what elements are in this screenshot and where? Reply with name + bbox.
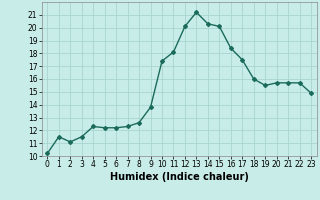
X-axis label: Humidex (Indice chaleur): Humidex (Indice chaleur) [110,172,249,182]
